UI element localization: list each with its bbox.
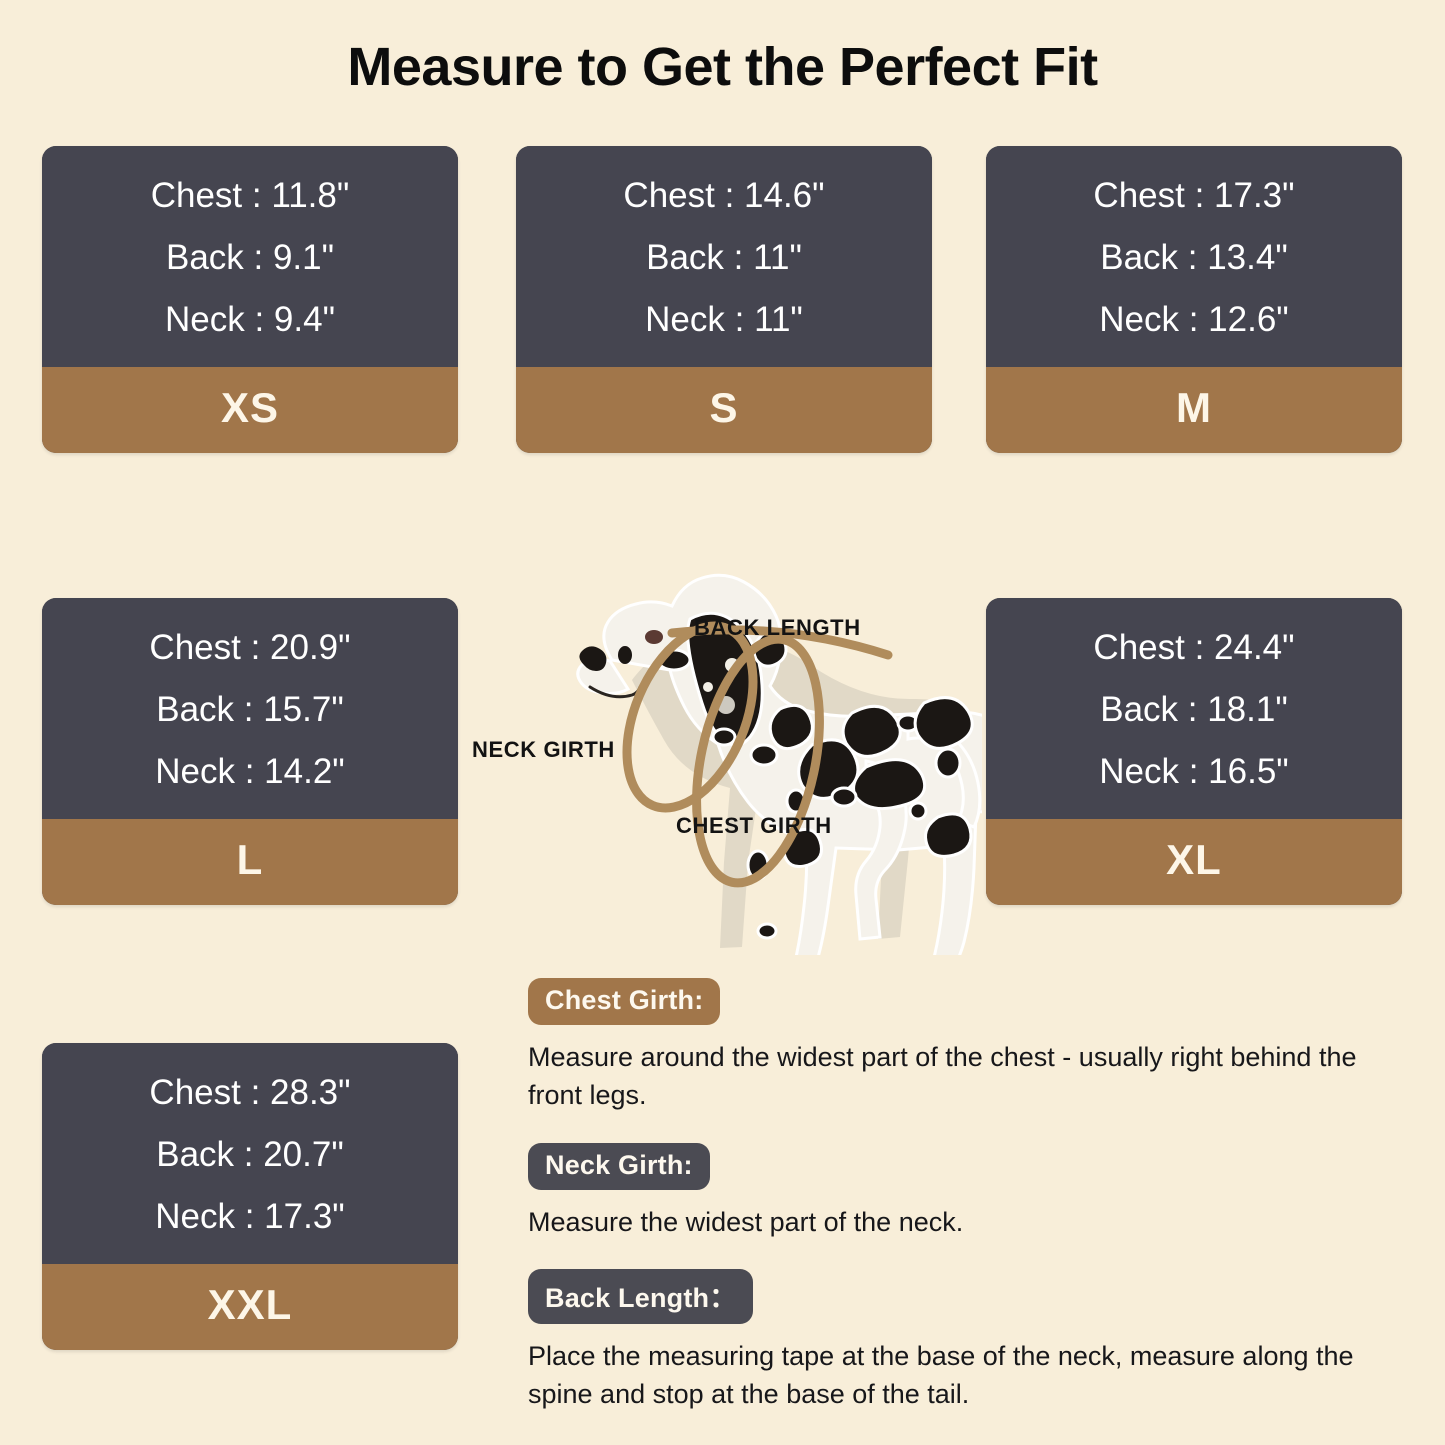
back-length-description: Place the measuring tape at the base of … [528,1340,1354,1410]
chest-measurement: Chest : 11.8" [150,176,350,215]
chest-girth-tape [692,634,824,888]
size-card-s: Chest : 14.6" Back : 11" Neck : 11" S [516,146,932,454]
dog-spots [656,630,860,940]
back-measurement: Back : 9.1" [165,237,335,277]
size-label: M [986,367,1402,454]
neck-measurement: Neck : 9.4" [165,299,335,339]
page-title: Measure to Get the Perfect Fit [347,37,1098,97]
dog-nose-icon [579,646,607,671]
size-label: L [42,819,458,906]
back-length-diagram-label: BACK LENGTH [694,615,861,640]
neck-measurement: Neck : 16.5" [1099,751,1289,791]
chest-measurement: Chest : 24.4" [1093,628,1295,667]
back-measurement: Back : 18.1" [1100,689,1288,729]
chest-measurement: Chest : 14.6" [623,176,825,215]
chest-measurement: Chest : 17.3" [1093,176,1295,215]
instruction-neck-girth: Neck Girth: Measure the widest part of t… [528,1142,1408,1241]
dog-eye-icon [618,646,632,664]
size-label: S [516,367,932,454]
neck-girth-description: Measure the widest part of the neck. [528,1206,964,1237]
size-card-measurements: Chest : 20.9" Back : 15.7" Neck : 14.2" [42,598,458,820]
size-label: XL [986,819,1402,906]
size-card-l: Chest : 20.9" Back : 15.7" Neck : 14.2" … [42,598,458,906]
size-card-m: Chest : 17.3" Back : 13.4" Neck : 12.6" … [986,146,1402,454]
size-card-xs: Chest : 11.8" Back : 9.1" Neck : 9.4" XS [42,146,458,454]
size-card-measurements: Chest : 11.8" Back : 9.1" Neck : 9.4" [42,146,458,368]
measuring-instructions: Chest Girth: Measure around the widest p… [528,978,1408,1414]
size-card-xxl: Chest : 28.3" Back : 20.7" Neck : 17.3" … [42,1043,458,1351]
chest-measurement: Chest : 20.9" [149,628,351,667]
neck-measurement: Neck : 17.3" [155,1196,345,1236]
size-card-measurements: Chest : 14.6" Back : 11" Neck : 11" [516,146,932,368]
neck-measurement: Neck : 11" [645,299,803,339]
neck-girth-tape [622,621,758,813]
instruction-back-length: Back Length： Place the measuring tape at… [528,1268,1408,1414]
chest-girth-pill-label: Chest Girth: [528,978,721,1025]
chest-girth-diagram-label: CHEST GIRTH [676,813,832,838]
neck-girth-diagram-label: NECK GIRTH [472,737,615,762]
back-measurement: Back : 20.7" [156,1134,344,1174]
neck-measurement: Neck : 12.6" [1099,299,1289,339]
size-card-measurements: Chest : 17.3" Back : 13.4" Neck : 12.6" [986,146,1402,368]
chest-measurement: Chest : 28.3" [149,1073,351,1112]
size-card-measurements: Chest : 28.3" Back : 20.7" Neck : 17.3" [42,1043,458,1265]
size-label: XS [42,367,458,454]
size-card-xl: Chest : 24.4" Back : 18.1" Neck : 16.5" … [986,598,1402,906]
neck-measurement: Neck : 14.2" [155,751,345,791]
neck-girth-pill-label: Neck Girth: [528,1142,710,1190]
dog-measurement-diagram: BACK LENGTH NECK GIRTH CHEST GIRTH [462,565,982,955]
size-card-measurements: Chest : 24.4" Back : 18.1" Neck : 16.5" [986,598,1402,820]
dalmatian-dog-icon [576,573,982,955]
back-measurement: Back : 15.7" [156,689,344,729]
chest-girth-description: Measure around the widest part of the ch… [528,1042,1357,1111]
measuring-tape-loops [622,621,893,888]
back-length-pill-label: Back Length： [528,1268,754,1324]
back-measurement: Back : 11" [646,237,802,277]
instruction-chest-girth: Chest Girth: Measure around the widest p… [528,978,1408,1115]
size-label: XXL [42,1264,458,1351]
back-measurement: Back : 13.4" [1100,237,1288,277]
